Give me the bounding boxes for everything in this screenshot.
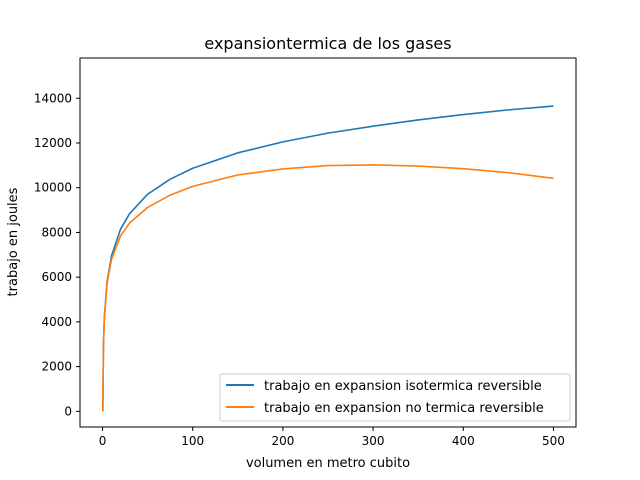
y-tick-label: 10000 xyxy=(34,181,72,195)
legend: trabajo en expansion isotermica reversib… xyxy=(219,373,571,422)
legend-label-no-termica: trabajo en expansion no termica reversib… xyxy=(264,401,544,416)
x-axis: 0 100 200 300 400 500 xyxy=(99,427,565,448)
y-tick-label: 8000 xyxy=(41,225,72,239)
series-line-no-termica xyxy=(102,164,554,412)
y-axis: 0 2000 4000 6000 8000 10000 12000 14000 xyxy=(34,91,80,418)
plot-frame xyxy=(79,57,577,428)
x-tick-label: 300 xyxy=(362,434,385,448)
x-tick-label: 500 xyxy=(542,434,565,448)
chart-title: expansiontermica de los gases xyxy=(204,34,451,53)
y-axis-label: trabajo en joules xyxy=(6,187,21,296)
series-layer xyxy=(102,105,554,412)
x-tick-label: 0 xyxy=(99,434,107,448)
x-tick-label: 200 xyxy=(271,434,294,448)
y-tick-label: 2000 xyxy=(41,360,72,374)
y-tick-label: 0 xyxy=(64,404,72,418)
x-tick-label: 100 xyxy=(181,434,204,448)
y-tick-label: 12000 xyxy=(34,136,72,150)
x-tick-label: 400 xyxy=(452,434,475,448)
legend-box xyxy=(219,373,571,422)
x-axis-label: volumen en metro cubito xyxy=(246,456,410,471)
y-tick-label: 4000 xyxy=(41,315,72,329)
legend-label-isotermica: trabajo en expansion isotermica reversib… xyxy=(264,379,542,394)
y-tick-label: 14000 xyxy=(34,91,72,105)
y-tick-label: 6000 xyxy=(41,270,72,284)
